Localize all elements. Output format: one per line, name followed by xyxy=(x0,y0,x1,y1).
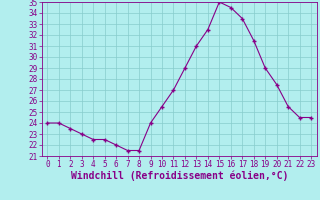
X-axis label: Windchill (Refroidissement éolien,°C): Windchill (Refroidissement éolien,°C) xyxy=(70,171,288,181)
